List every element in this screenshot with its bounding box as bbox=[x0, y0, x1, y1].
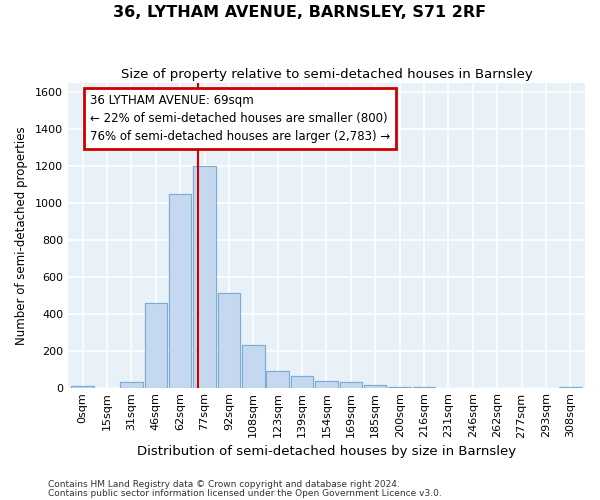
Bar bbox=[193, 166, 216, 388]
Bar bbox=[291, 376, 313, 388]
Bar bbox=[340, 382, 362, 388]
Bar bbox=[315, 381, 338, 388]
Bar bbox=[71, 386, 94, 388]
Y-axis label: Number of semi-detached properties: Number of semi-detached properties bbox=[15, 126, 28, 344]
Title: Size of property relative to semi-detached houses in Barnsley: Size of property relative to semi-detach… bbox=[121, 68, 532, 80]
Bar bbox=[145, 302, 167, 388]
Bar bbox=[340, 382, 362, 388]
Bar bbox=[120, 382, 143, 388]
Bar bbox=[315, 381, 338, 388]
Bar bbox=[218, 294, 240, 388]
Bar bbox=[145, 302, 167, 388]
Text: 36 LYTHAM AVENUE: 69sqm
← 22% of semi-detached houses are smaller (800)
76% of s: 36 LYTHAM AVENUE: 69sqm ← 22% of semi-de… bbox=[90, 94, 390, 143]
Bar bbox=[120, 382, 143, 388]
Bar bbox=[169, 194, 191, 388]
Bar bbox=[266, 371, 289, 388]
Text: 36, LYTHAM AVENUE, BARNSLEY, S71 2RF: 36, LYTHAM AVENUE, BARNSLEY, S71 2RF bbox=[113, 5, 487, 20]
Bar bbox=[266, 371, 289, 388]
Text: Contains HM Land Registry data © Crown copyright and database right 2024.: Contains HM Land Registry data © Crown c… bbox=[48, 480, 400, 489]
Bar bbox=[559, 386, 581, 388]
Bar bbox=[388, 386, 411, 388]
Bar bbox=[242, 345, 265, 388]
Bar bbox=[413, 386, 435, 388]
Bar bbox=[364, 385, 386, 388]
Bar bbox=[388, 386, 411, 388]
Bar bbox=[364, 385, 386, 388]
Bar bbox=[242, 345, 265, 388]
Bar bbox=[413, 386, 435, 388]
Bar bbox=[169, 194, 191, 388]
Bar bbox=[71, 386, 94, 388]
Text: Contains public sector information licensed under the Open Government Licence v3: Contains public sector information licen… bbox=[48, 488, 442, 498]
Bar bbox=[193, 166, 216, 388]
X-axis label: Distribution of semi-detached houses by size in Barnsley: Distribution of semi-detached houses by … bbox=[137, 444, 516, 458]
Bar bbox=[559, 386, 581, 388]
Bar bbox=[218, 294, 240, 388]
Bar bbox=[291, 376, 313, 388]
